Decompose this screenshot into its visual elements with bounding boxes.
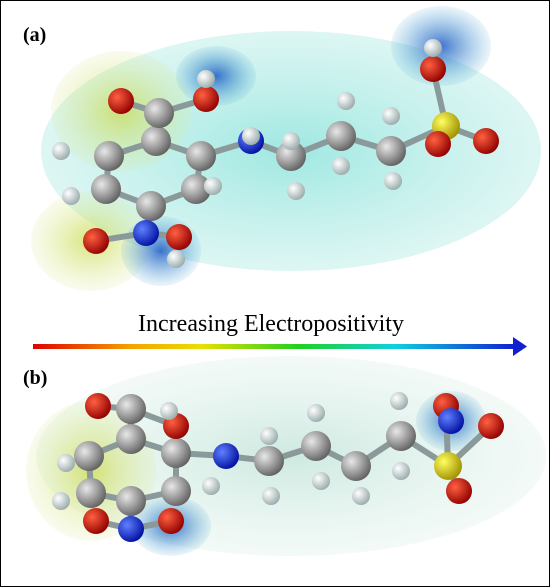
atom (420, 56, 446, 82)
atom (438, 408, 464, 434)
atom (390, 392, 408, 410)
atom (341, 451, 371, 481)
atom (141, 126, 171, 156)
atom (282, 132, 300, 150)
atom (213, 443, 239, 469)
atom (83, 228, 109, 254)
atom (108, 88, 134, 114)
atom (166, 224, 192, 250)
atom (242, 127, 260, 145)
atom (382, 107, 400, 125)
atom (386, 421, 416, 451)
panel-label: (b) (23, 367, 47, 389)
atom (384, 172, 402, 190)
surface-region (121, 216, 201, 286)
atom (136, 191, 166, 221)
atom (376, 136, 406, 166)
atom (301, 431, 331, 461)
atom (62, 187, 80, 205)
atom (446, 478, 472, 504)
potential-surfaces (26, 6, 546, 556)
atom (254, 446, 284, 476)
atom (144, 98, 174, 128)
atom (260, 427, 278, 445)
atom (158, 508, 184, 534)
atom (332, 157, 350, 175)
atom (94, 141, 124, 171)
atom (193, 86, 219, 112)
atom (287, 182, 305, 200)
figure-canvas: (a) (b) Increasing Electropositivity (1, 1, 549, 586)
atom (202, 477, 220, 495)
atom (52, 492, 70, 510)
atom (352, 487, 370, 505)
atom (118, 516, 144, 542)
atom (478, 413, 504, 439)
atom (312, 472, 330, 490)
atom (197, 70, 215, 88)
atom (186, 141, 216, 171)
atom (204, 177, 222, 195)
atom (85, 393, 111, 419)
atom (425, 131, 451, 157)
atom (434, 452, 462, 480)
atom (57, 454, 75, 472)
atom (326, 121, 356, 151)
scale-bar (33, 344, 515, 349)
atom (83, 508, 109, 534)
atom (116, 486, 146, 516)
atom (91, 174, 121, 204)
atom (473, 128, 499, 154)
figure: (a) (b) Increasing Electropositivity (0, 0, 550, 587)
atom (76, 478, 106, 508)
atom (116, 394, 146, 424)
atom (160, 402, 178, 420)
atom (74, 441, 104, 471)
atom (133, 220, 159, 246)
atom (161, 476, 191, 506)
atom (337, 92, 355, 110)
atom (262, 487, 280, 505)
atom (161, 438, 191, 468)
atom (424, 39, 442, 57)
atom (52, 142, 70, 160)
atom (392, 462, 410, 480)
scale-label: Increasing Electropositivity (138, 311, 404, 337)
atom (116, 424, 146, 454)
panel-label: (a) (23, 24, 46, 46)
atom (167, 250, 185, 268)
scale-arrowhead (513, 337, 527, 356)
atom (307, 404, 325, 422)
